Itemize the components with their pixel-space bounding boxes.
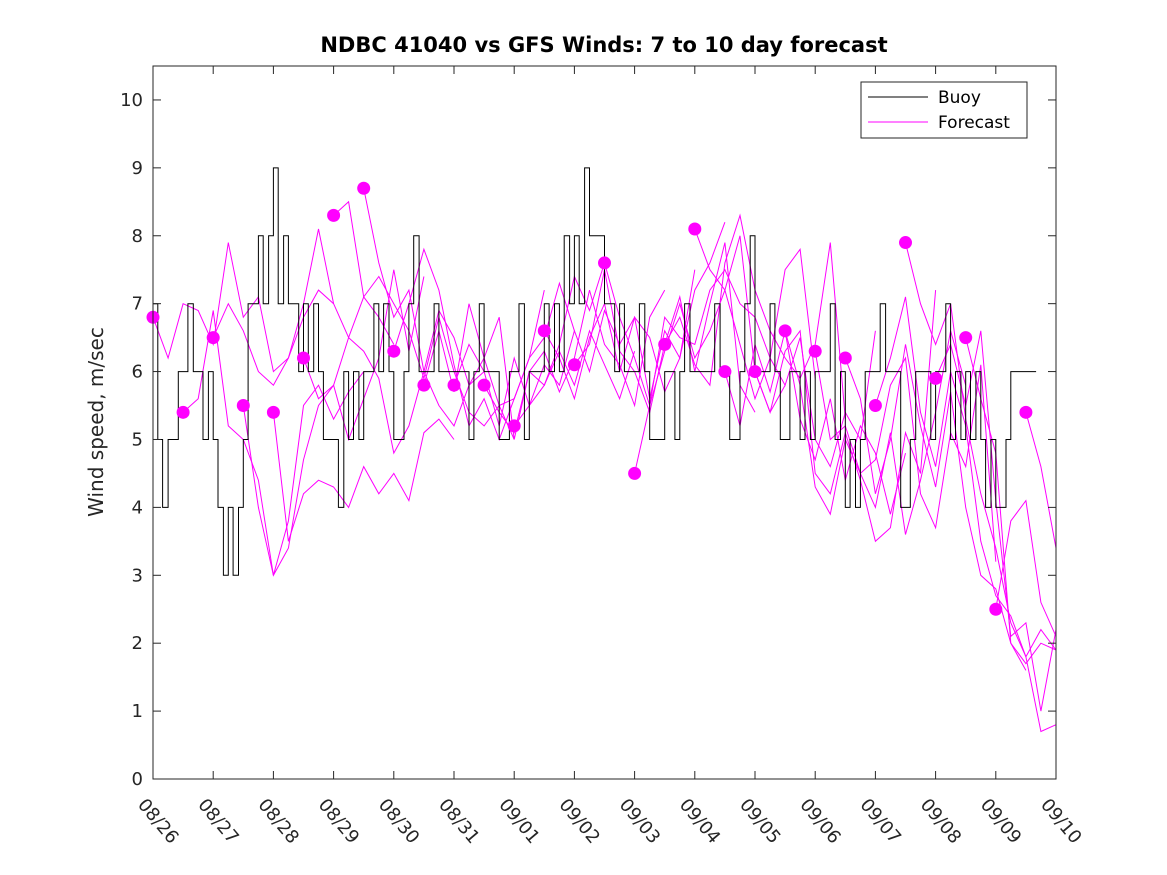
forecast-marker-9 <box>387 344 401 358</box>
forecast-marker-4 <box>236 399 250 413</box>
legend-buoy-label: Buoy <box>938 88 981 108</box>
forecast-marker-16 <box>598 256 611 270</box>
forecast-marker-19 <box>688 222 702 236</box>
legend-box <box>860 81 1028 139</box>
forecast-marker-30 <box>1019 405 1033 419</box>
y-tick-label-8: 8 <box>132 226 143 247</box>
buoy-line <box>153 167 1037 576</box>
forecast-line-29 <box>995 499 1057 637</box>
forecast-marker-5 <box>266 405 280 419</box>
y-tick-label-6: 6 <box>132 362 143 383</box>
forecast-marker-10 <box>417 378 431 392</box>
y-tick-label-3: 3 <box>132 565 143 586</box>
y-axis-label: Wind speed, m/sec <box>84 327 108 517</box>
forecast-line-30 <box>1025 412 1057 549</box>
forecast-line-26 <box>905 242 1057 658</box>
forecast-marker-7 <box>327 208 341 222</box>
y-tick-label-4: 4 <box>132 497 143 518</box>
forecast-marker-14 <box>537 324 551 338</box>
y-tick-label-5: 5 <box>132 429 143 450</box>
forecast-marker-15 <box>567 358 581 372</box>
forecast-marker-2 <box>176 405 190 419</box>
forecast-marker-27 <box>929 371 943 385</box>
y-tick-label-10: 10 <box>120 90 143 111</box>
forecast-line-14 <box>543 222 726 401</box>
forecast-line-6 <box>303 336 485 455</box>
y-tick-label-7: 7 <box>132 294 143 315</box>
forecast-line-24 <box>844 344 1027 671</box>
legend: Buoy Forecast <box>860 81 1028 139</box>
forecast-marker-29 <box>989 602 1003 616</box>
forecast-marker-17 <box>628 466 642 480</box>
y-tick-label-2: 2 <box>132 633 143 654</box>
forecast-marker-12 <box>477 378 491 392</box>
forecast-marker-3 <box>206 331 220 345</box>
forecast-line-17 <box>634 247 816 474</box>
legend-forecast-label: Forecast <box>938 113 1010 133</box>
buoy-series-line <box>153 167 1037 576</box>
forecast-marker-8 <box>357 181 371 195</box>
forecast-marker-26 <box>899 236 912 250</box>
forecast-marker-25 <box>868 399 882 413</box>
forecast-marker-21 <box>748 365 762 379</box>
forecast-line-12 <box>483 289 666 434</box>
forecast-marker-22 <box>778 324 792 338</box>
forecast-marker-11 <box>447 378 461 392</box>
chart-title: NDBC 41040 vs GFS Winds: 7 to 10 day for… <box>320 33 887 57</box>
plot-frame <box>152 65 1057 780</box>
y-tick-label-9: 9 <box>132 158 143 179</box>
forecast-marker-13 <box>507 419 521 433</box>
forecast-marker-24 <box>838 351 852 365</box>
forecast-marker-18 <box>658 337 672 351</box>
forecast-marker-20 <box>718 365 732 379</box>
y-axis: 0 1 2 3 4 5 6 7 8 9 10 <box>120 90 1056 790</box>
y-tick-label-0: 0 <box>132 769 143 790</box>
plot-background <box>153 66 1056 779</box>
y-tick-label-1: 1 <box>132 701 143 722</box>
forecast-line-7 <box>333 200 515 440</box>
forecast-marker-28 <box>959 331 973 345</box>
forecast-marker-23 <box>808 344 822 358</box>
forecast-markers <box>146 181 1033 616</box>
forecast-marker-6 <box>297 351 310 365</box>
forecast-line-5 <box>272 412 455 542</box>
